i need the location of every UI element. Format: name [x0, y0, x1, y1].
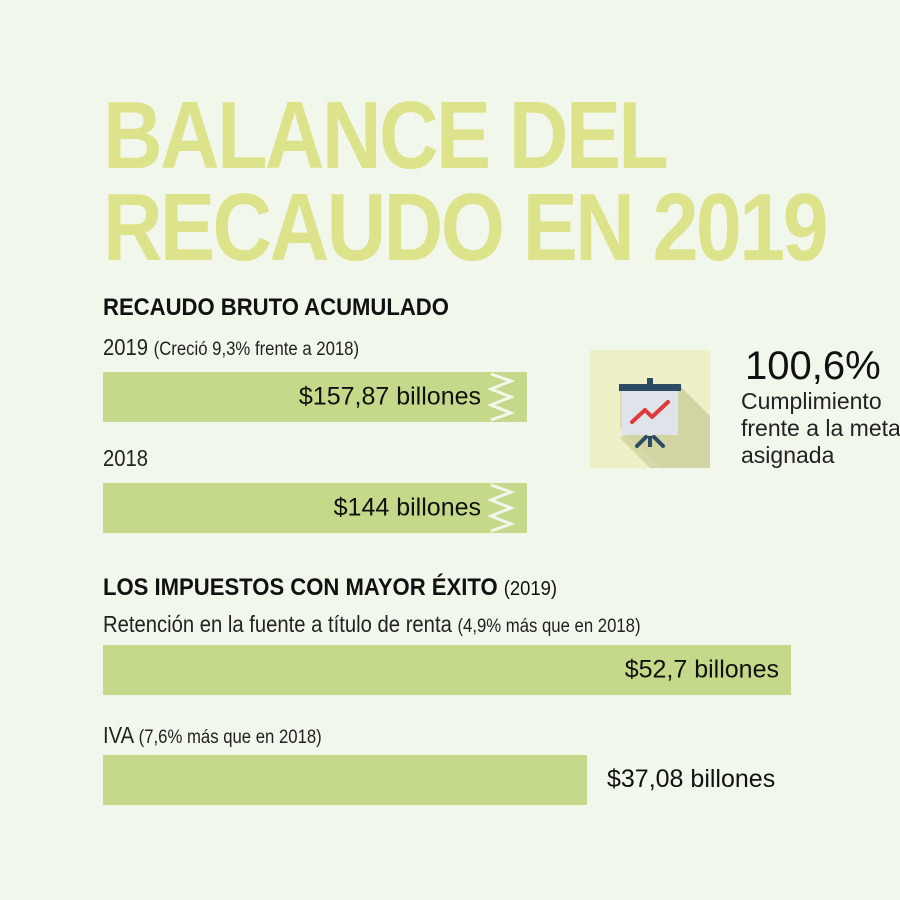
title-line-1: BALANCE DEL — [103, 82, 669, 189]
gross-heading: RECAUDO BRUTO ACUMULADO — [103, 294, 449, 321]
gross-2018-year: 2018 — [103, 445, 149, 471]
gross-2018-value: $144 billones — [333, 493, 481, 522]
axis-break-icon — [486, 372, 516, 422]
gross-2018-label: 2018 — [103, 445, 148, 472]
tax-iva-value: $37,08 billones — [607, 765, 776, 793]
gross-2019-year: 2019 — [103, 334, 149, 360]
taxes-heading-year: (2019) — [503, 578, 557, 600]
kpi-value: 100,6% — [745, 344, 881, 388]
tax-iva-note: (7,6% más que en 2018) — [138, 727, 322, 748]
axis-break-icon — [486, 483, 516, 533]
tax-retencion-name: Retención en la fuente a título de renta — [103, 611, 452, 637]
tax-iva-label: IVA (7,6% más que en 2018) — [103, 722, 322, 749]
presentation-chart-icon — [590, 350, 710, 468]
title-line-2: RECAUDO EN 2019 — [103, 174, 829, 281]
taxes-heading-text: LOS IMPUESTOS CON MAYOR ÉXITO — [103, 574, 498, 601]
kpi-description: Cumplimiento frente a la meta asignada — [741, 388, 900, 469]
gross-2019-bar: $157,87 billones — [103, 372, 527, 422]
tax-iva-bar — [103, 755, 587, 805]
tax-retencion-label: Retención en la fuente a título de renta… — [103, 611, 641, 638]
kpi-desc-line-3: asignada — [741, 442, 835, 468]
gross-2019-note: (Creció 9,3% frente a 2018) — [153, 339, 360, 360]
gross-2018-bar: $144 billones — [103, 483, 527, 533]
kpi-desc-line-1: Cumplimiento — [741, 388, 882, 414]
taxes-heading: LOS IMPUESTOS CON MAYOR ÉXITO (2019) — [103, 574, 557, 602]
tax-iva-name: IVA — [103, 722, 134, 748]
gross-2019-label: 2019 (Creció 9,3% frente a 2018) — [103, 334, 359, 361]
tax-retencion-bar: $52,7 billones — [103, 645, 791, 695]
kpi-desc-line-2: frente a la meta — [741, 415, 900, 441]
gross-2019-value: $157,87 billones — [298, 382, 481, 411]
tax-retencion-value: $52,7 billones — [624, 655, 779, 684]
tax-retencion-note: (4,9% más que en 2018) — [457, 616, 641, 637]
